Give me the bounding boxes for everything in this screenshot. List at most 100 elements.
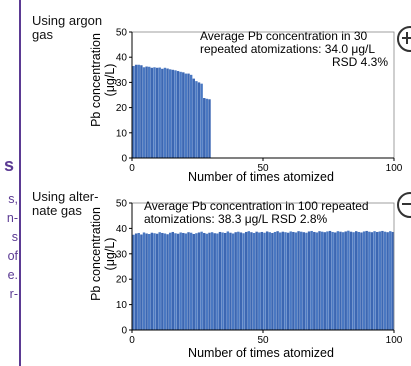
chart2-bar: [341, 232, 345, 330]
chart2-bar: [171, 231, 175, 330]
chart2-bar: [352, 232, 355, 330]
chart2-bar: [255, 231, 258, 330]
collapse-circle-icon: [397, 192, 411, 218]
chart1-x-tick-label: 50: [257, 163, 269, 174]
chart2-caption-line: Using alter-: [32, 189, 99, 204]
chart1-bar: [161, 68, 164, 158]
chart2-bar: [192, 233, 195, 330]
chart2-bar: [344, 231, 347, 330]
chart1-bar: [150, 67, 154, 158]
chart2-x-tick-label: 0: [129, 335, 135, 346]
chart2-bar: [360, 232, 363, 330]
chart2-bar: [197, 232, 201, 330]
chart2-bar: [347, 230, 350, 330]
chart2-bar: [334, 232, 337, 330]
chart1-bar: [168, 69, 172, 158]
chart2-bar: [355, 231, 358, 330]
chart2-bar: [132, 234, 135, 330]
text-fragment: r-: [9, 287, 18, 301]
chart2-bar: [378, 231, 381, 330]
chart1-bar: [203, 98, 206, 158]
chart1-bar: [182, 72, 185, 158]
chart2-bar: [331, 231, 334, 330]
chart1-bar: [179, 71, 182, 158]
chart2-bar: [305, 232, 308, 330]
chart2-bar: [286, 232, 290, 330]
text-fragment: n-: [6, 211, 18, 225]
chart2-bar: [281, 231, 285, 330]
chart1-bar: [174, 70, 177, 158]
chart2-bar: [279, 232, 282, 330]
chart2-bar: [213, 233, 216, 330]
chart2-bar: [189, 232, 193, 330]
chart2-bar: [179, 232, 182, 330]
chart2-y-tick-label: 20: [116, 275, 128, 286]
chart2-bar: [357, 231, 361, 330]
chart2-bar: [365, 230, 368, 330]
chart2-bar: [187, 232, 190, 330]
chart2-bar: [263, 232, 266, 330]
chart1-caption-line: gas: [32, 27, 53, 42]
chart2-bar: [252, 232, 256, 330]
text-fragment: e.: [7, 268, 18, 282]
chart2-bar: [221, 232, 224, 330]
chart1-y-tick-label: 20: [116, 103, 128, 114]
text-fragment: of: [7, 249, 18, 263]
chart1-annotation-line: repeated atomizations: 34.0 μg/L: [200, 42, 375, 56]
expand-circle-icon: [397, 26, 411, 52]
chart2-bar: [289, 231, 292, 330]
chart1-bar: [166, 68, 169, 158]
chart2-bar: [375, 231, 379, 330]
chart2-bar: [237, 231, 240, 330]
chart1-bar: [195, 81, 198, 158]
chart2-bar: [216, 233, 219, 330]
chart2-bar: [226, 231, 230, 330]
chart2-bar: [182, 232, 185, 330]
chart1-bar: [155, 67, 159, 158]
chart2-bar: [163, 233, 167, 330]
chart2-bar: [137, 232, 140, 330]
chart1-x-tick-label: 100: [386, 163, 403, 174]
chart1-y-tick-label: 30: [116, 78, 128, 89]
chart2-bar: [313, 231, 316, 330]
chart2-bar: [315, 232, 319, 330]
chart1-caption: Using argon gas: [32, 14, 102, 42]
chart2-bar: [203, 232, 206, 330]
chart1-bar: [145, 66, 148, 158]
chart1-y-tick-label: 50: [116, 28, 128, 39]
chart2-bar: [153, 233, 156, 330]
chart2-bar: [273, 231, 277, 330]
chart2-bar: [142, 232, 146, 330]
chart2-bar: [161, 232, 164, 330]
chart2-bar: [242, 233, 245, 330]
chart2-annotation-line: atomizations: 38.3 μg/L RSD 2.8%: [144, 212, 328, 226]
chart1-bar: [208, 99, 211, 158]
chart1-bar: [200, 83, 203, 158]
chart2-caption: Using alter- nate gas: [32, 190, 98, 218]
chart1-bar: [137, 64, 140, 158]
chart2-x-tick-label: 50: [257, 335, 269, 346]
chart2-bar: [386, 232, 389, 330]
chart2-bar: [134, 233, 138, 330]
chart1-bar: [163, 67, 167, 158]
chart2-bar: [297, 231, 300, 330]
chart2-bar: [200, 231, 203, 330]
chart2-bar: [381, 230, 384, 330]
chart1-bar: [176, 71, 180, 158]
chart1-bar: [132, 66, 135, 158]
text-fragment: s,: [8, 192, 18, 206]
chart2-bar: [145, 233, 148, 330]
chart2-bar: [391, 231, 395, 330]
chart2-bar: [155, 233, 159, 330]
chart2-x-tick-label: 100: [386, 335, 403, 346]
chart1-bar: [142, 67, 146, 158]
chart1-bar: [171, 69, 175, 158]
chart2-bar: [224, 232, 227, 330]
chart2-bar: [302, 232, 306, 330]
chart2-bar: [339, 231, 342, 330]
chart2-bar: [383, 231, 387, 330]
chart2-bar: [195, 233, 198, 330]
chart1-xlabel: Number of times atomized: [188, 170, 334, 184]
